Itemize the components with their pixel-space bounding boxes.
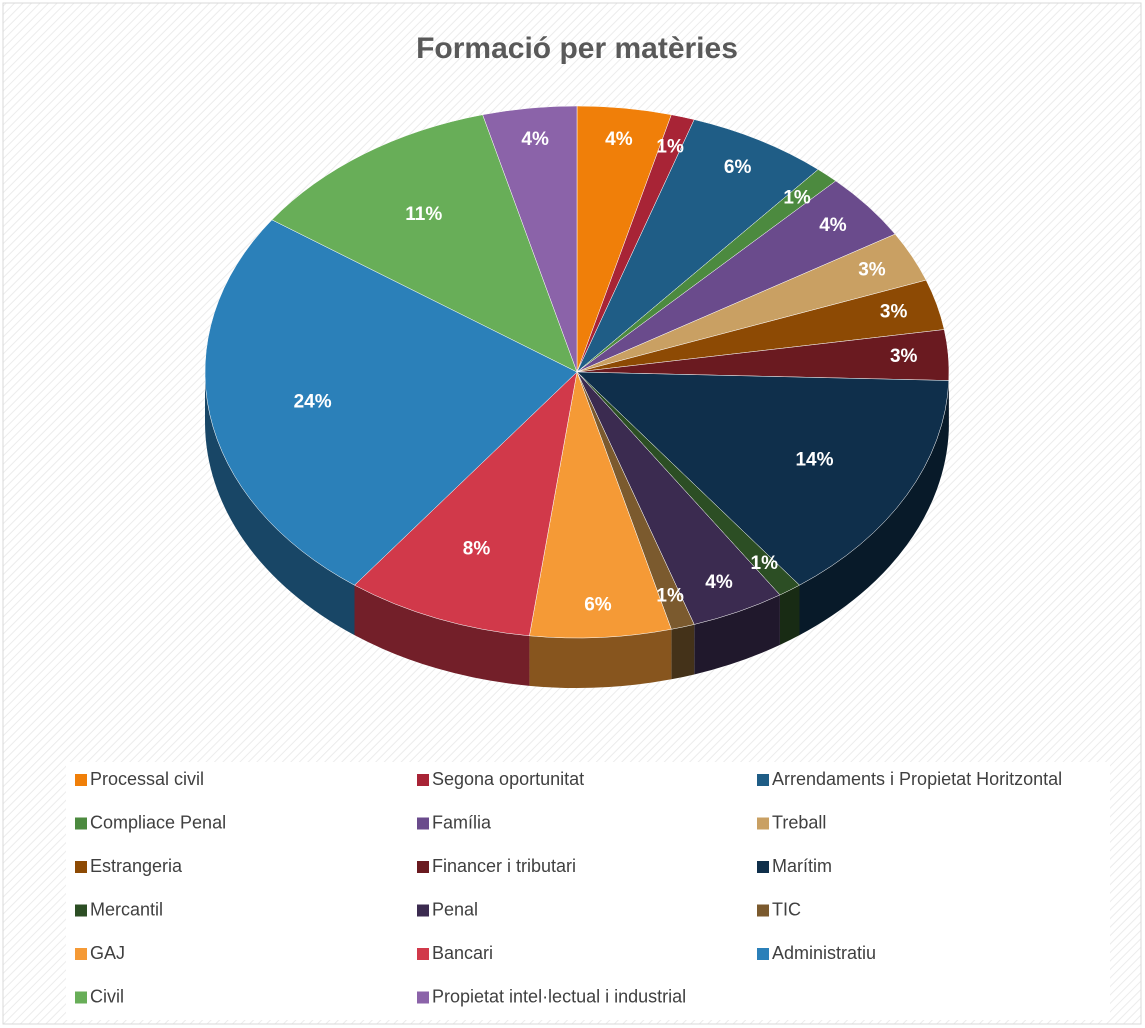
data-label: 1% [656, 137, 684, 158]
legend-swatch [75, 817, 87, 830]
data-label: 4% [819, 215, 847, 236]
legend-label: Marítim [772, 856, 832, 876]
data-label: 4% [605, 129, 633, 150]
legend-swatch [757, 861, 769, 873]
legend-label: Treball [772, 812, 826, 832]
data-label: 3% [880, 302, 908, 323]
legend-label: GAJ [90, 943, 125, 963]
pie-slice [204, 219, 578, 586]
legend-label: Processal civil [90, 769, 204, 789]
legend-swatch [417, 817, 429, 830]
legend-label: TIC [772, 899, 801, 919]
legend-swatch [757, 948, 769, 960]
pie-slice-side [779, 585, 800, 645]
data-label: 3% [890, 346, 918, 367]
data-label: 3% [858, 259, 886, 280]
legend-swatch [75, 904, 87, 917]
legend-label: Família [432, 812, 492, 832]
data-label: 4% [705, 572, 733, 593]
legend-label: Estrangeria [90, 856, 183, 876]
pie-slice-side [529, 629, 672, 688]
legend-label: Arrendaments i Propietat Horitzontal [772, 769, 1062, 789]
legend-label: Propietat intel·lectual i industrial [432, 986, 686, 1006]
data-label: 8% [463, 539, 491, 560]
legend-swatch [75, 861, 87, 873]
legend-label: Civil [90, 986, 124, 1006]
legend-label: Segona oportunitat [432, 769, 584, 789]
pie-slice-side [354, 585, 530, 686]
pie-slice-side [694, 594, 780, 675]
legend-swatch [417, 774, 429, 786]
legend-label: Penal [432, 899, 478, 919]
legend-swatch [757, 774, 769, 786]
legend-swatch [757, 904, 769, 917]
data-label: 6% [724, 157, 752, 178]
data-label: 1% [656, 585, 684, 606]
legend-swatch [417, 948, 429, 960]
pie-slice-side [204, 372, 355, 636]
data-label: 4% [521, 129, 549, 150]
legend-swatch [417, 904, 429, 917]
legend-label: Administratiu [772, 943, 876, 963]
legend-swatch [75, 948, 87, 960]
pie-slice [354, 371, 578, 637]
legend-label: Mercantil [90, 899, 163, 919]
data-label: 14% [795, 450, 833, 471]
legend-swatch [75, 991, 87, 1004]
pie-slice [529, 371, 672, 639]
chart-title: Formació per matèries [416, 32, 738, 65]
legend-background [66, 762, 1110, 1020]
pie-slice-side [671, 624, 695, 680]
pie-slice [576, 119, 819, 373]
pie-slice [576, 371, 950, 586]
pie-slice-side [799, 380, 949, 636]
data-label: 6% [584, 595, 612, 616]
pie-slice [271, 114, 578, 373]
legend-swatch [757, 817, 769, 830]
data-label: 24% [294, 392, 332, 413]
legend-label: Bancari [432, 943, 493, 963]
data-label: 11% [405, 204, 442, 225]
legend-label: Financer i tributari [432, 856, 576, 876]
legend-swatch [417, 861, 429, 873]
pie-slice [482, 105, 578, 373]
legend-swatch [417, 991, 429, 1004]
data-label: 1% [751, 553, 779, 574]
legend-swatch [75, 774, 87, 786]
legend-label: Compliace Penal [90, 812, 226, 832]
data-label: 1% [783, 188, 811, 209]
